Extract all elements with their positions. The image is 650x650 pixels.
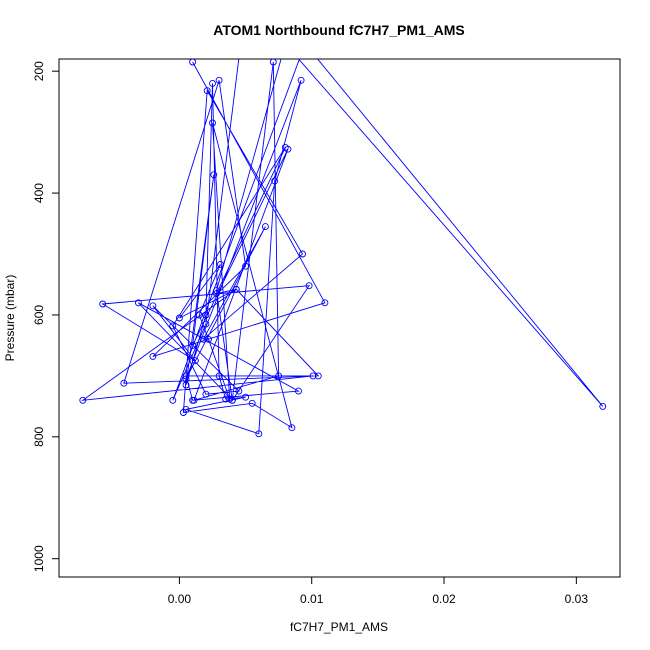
data-point: [149, 302, 157, 310]
data-point: [149, 352, 157, 360]
data-point: [297, 76, 305, 84]
data-point: [182, 372, 190, 380]
data-point: [248, 399, 256, 407]
data-point: [203, 87, 211, 95]
y-tick-label: 1000: [32, 545, 46, 572]
data-point: [275, 372, 283, 380]
data-point: [169, 396, 177, 404]
data-point: [213, 287, 220, 295]
data-point: [216, 260, 224, 268]
data-point: [202, 311, 210, 319]
data-point: [179, 409, 187, 416]
data-point: [205, 335, 212, 343]
data-point: [302, 41, 308, 47]
x-axis: 0.00 0.01 0.02 0.03: [168, 576, 589, 606]
data-point: [79, 396, 87, 404]
data-point: [120, 379, 128, 387]
data-point: [261, 223, 269, 231]
data-point: [271, 177, 279, 185]
data-point: [210, 171, 218, 179]
data-point: [288, 424, 296, 432]
data-point: [189, 59, 197, 66]
data-point: [209, 119, 216, 127]
data-point: [237, 44, 243, 50]
data-point: [228, 396, 236, 404]
data-point: [232, 285, 240, 293]
x-tick-label: 0.03: [565, 592, 589, 606]
data-point: [281, 143, 289, 151]
data-point: [191, 357, 199, 365]
data-point: [255, 430, 263, 438]
y-axis-label: Pressure (mbar): [3, 275, 17, 362]
data-point: [215, 372, 223, 380]
data-point: [134, 299, 142, 307]
data-point: [99, 300, 107, 308]
data-point: [209, 79, 216, 87]
data-point: [222, 395, 230, 403]
data-point: [235, 387, 243, 395]
chart-title: ATOM1 Northbound fC7H7_PM1_AMS: [213, 22, 465, 38]
x-tick-label: 0.00: [168, 592, 192, 606]
data-point: [175, 314, 183, 322]
data-point: [295, 387, 302, 395]
data-point: [599, 402, 607, 410]
series-line: [81, 59, 604, 435]
data-point: [299, 250, 306, 258]
data-series: [79, 41, 607, 438]
data-point: [309, 372, 317, 380]
x-tick-label: 0.02: [432, 592, 456, 606]
y-axis: 200 400 600 800 1000: [32, 61, 60, 572]
data-point: [195, 311, 203, 319]
data-point: [314, 372, 322, 380]
data-point: [182, 375, 190, 383]
data-point: [242, 262, 250, 270]
data-point: [321, 299, 329, 307]
y-tick-label: 600: [32, 305, 46, 325]
data-point: [215, 76, 223, 84]
data-point: [199, 335, 207, 343]
y-tick-label: 800: [32, 427, 46, 447]
x-axis-label: fC7H7_PM1_AMS: [290, 620, 388, 634]
plot-frame: [58, 58, 621, 578]
y-tick-label: 200: [32, 61, 46, 81]
data-point: [189, 396, 197, 404]
data-point: [202, 320, 210, 328]
data-point: [305, 282, 313, 290]
data-point: [282, 41, 288, 47]
data-point: [242, 393, 250, 401]
data-point: [189, 341, 197, 349]
data-point: [202, 390, 210, 398]
x-tick-label: 0.01: [300, 592, 324, 606]
data-point: [169, 322, 177, 330]
y-tick-label: 400: [32, 183, 46, 203]
data-point: [213, 290, 220, 298]
data-point: [269, 59, 277, 66]
